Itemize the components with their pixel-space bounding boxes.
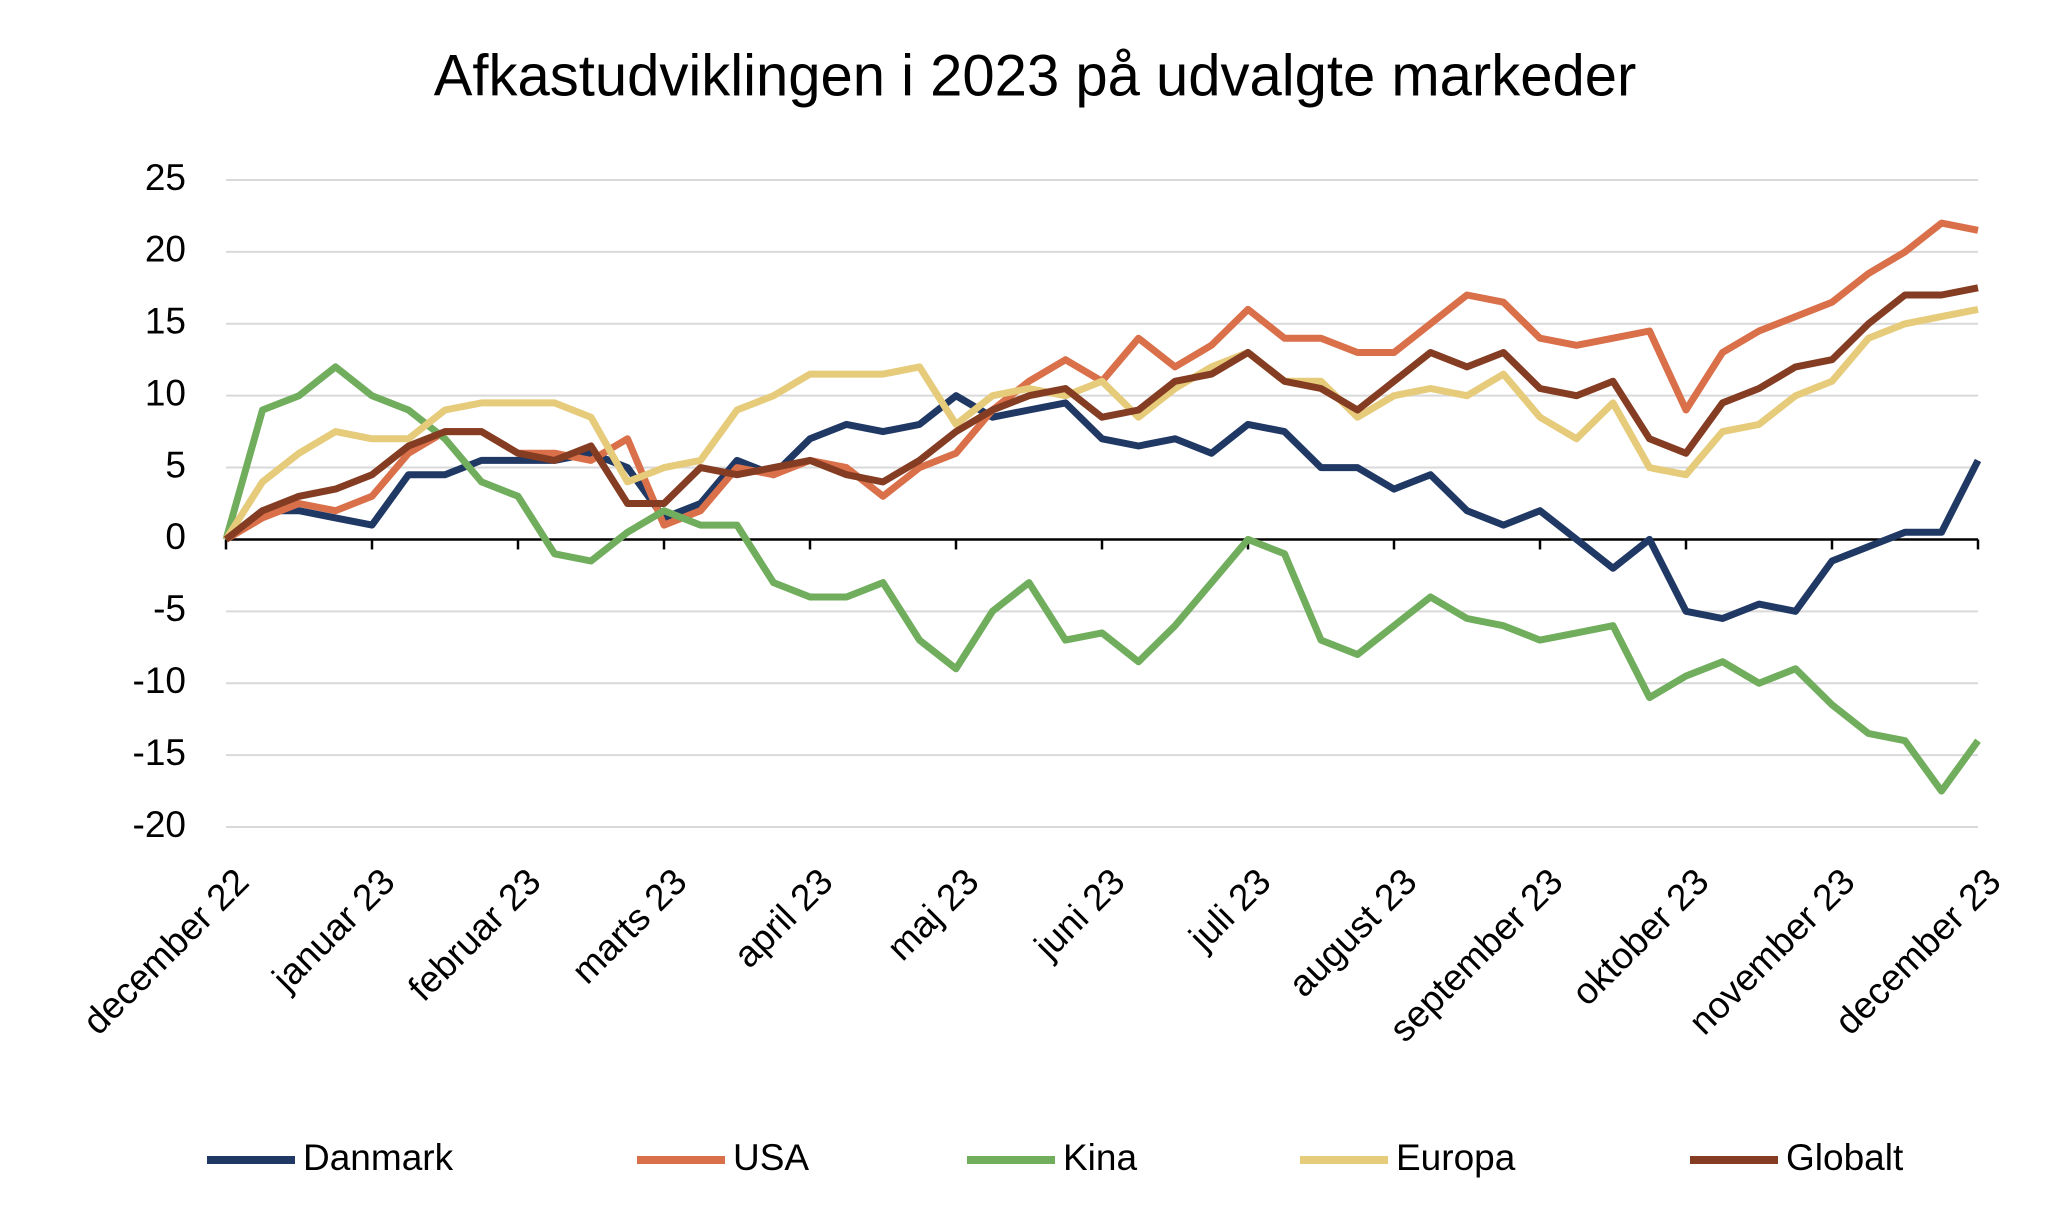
x-tick-label: februar 23 [400, 861, 548, 1009]
y-tick-label: 20 [145, 229, 186, 270]
x-tick-label: august 23 [1281, 861, 1425, 1005]
x-tick-label: juli 23 [1181, 861, 1279, 959]
x-tick-label: juni 23 [1026, 861, 1133, 968]
y-tick-label: 0 [165, 516, 186, 557]
y-tick-label: 10 [145, 372, 186, 413]
x-tick-label: maj 23 [879, 861, 987, 969]
legend-item: Globalt [1690, 1137, 1904, 1178]
x-tick-label: januar 23 [264, 861, 403, 1000]
y-tick-label: -15 [133, 732, 186, 773]
chart-title: Afkastudviklingen i 2023 på udvalgte mar… [434, 43, 1637, 108]
series-line [222, 363, 1981, 795]
legend-label: Globalt [1786, 1137, 1904, 1178]
series-line [223, 392, 1982, 622]
x-tick-label: april 23 [726, 861, 841, 976]
y-tick-label: 5 [165, 444, 186, 485]
y-tick-label: -20 [133, 804, 186, 845]
y-tick-label: -10 [133, 660, 186, 701]
series-line [223, 305, 1979, 542]
x-tick-label: december 22 [75, 861, 257, 1043]
legend-item: Danmark [207, 1137, 454, 1178]
legend-item: USA [637, 1137, 809, 1178]
legend-item: Europa [1300, 1137, 1516, 1178]
y-tick-label: 25 [145, 157, 186, 198]
legend-label: Danmark [303, 1137, 454, 1178]
legend-label: Europa [1396, 1137, 1516, 1178]
x-tick-label: oktober 23 [1564, 861, 1717, 1014]
x-tick-label: marts 23 [564, 861, 695, 992]
y-tick-label: 15 [145, 301, 186, 342]
series-line [223, 284, 1979, 543]
legend-label: Kina [1063, 1137, 1137, 1178]
y-tick-label: -5 [153, 588, 186, 629]
legend-item: Kina [967, 1137, 1137, 1178]
legend-label: USA [733, 1137, 809, 1178]
